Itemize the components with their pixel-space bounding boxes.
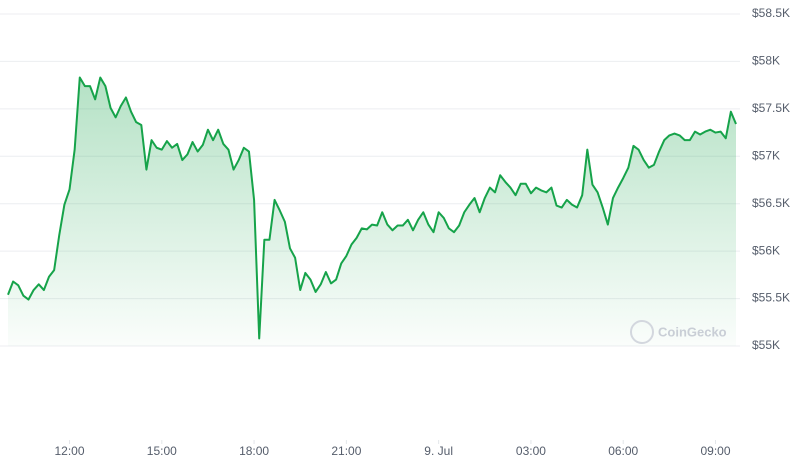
y-tick-label: $55K — [752, 338, 780, 352]
x-tick-label: 09:00 — [700, 444, 730, 458]
area — [8, 77, 736, 347]
y-tick-label: $57.5K — [752, 101, 790, 115]
x-tick-label: 03:00 — [516, 444, 546, 458]
labels: $55K $55.5K $56K $56.5K $57K $57.5K $58K $58.5K… — [55, 6, 791, 458]
watermark-logo — [630, 320, 654, 344]
y-tick-label: $55.5K — [752, 291, 790, 305]
x-tick-label: 21:00 — [331, 444, 361, 458]
x-tick-label: 9. Jul — [424, 444, 453, 458]
watermark: CoinGecko — [630, 320, 727, 344]
x-tick-label: 18:00 — [239, 444, 269, 458]
x-tick-label: 06:00 — [608, 444, 638, 458]
plot — [7, 76, 737, 347]
price-line — [7, 76, 737, 340]
y-tick-label: $58K — [752, 54, 780, 68]
x-tick-label: 12:00 — [55, 444, 85, 458]
y-tick-label: $58.5K — [752, 6, 790, 20]
x-tick-label: 15:00 — [147, 444, 177, 458]
y-tick-label: $56K — [752, 243, 780, 257]
y-tick-label: $57K — [752, 148, 780, 162]
watermark-text: CoinGecko — [658, 324, 727, 339]
y-tick-label: $56.5K — [752, 196, 790, 210]
